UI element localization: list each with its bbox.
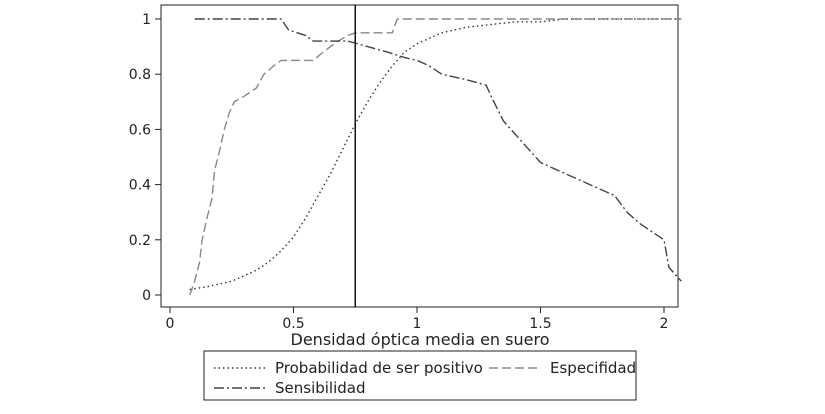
y-tick-label: 1 [142,12,151,28]
x-tick-label: 2 [660,316,669,332]
x-tick-label: 1 [413,316,422,332]
y-tick-label: 0.6 [129,122,151,138]
y-tick-label: 0 [142,288,151,304]
x-axis-title: Densidad óptica media en suero [291,330,550,349]
legend: Probabilidad de ser positivo Especifidad S… [214,359,636,397]
x-tick-label: 0 [166,316,175,332]
y-tick-label: 0.8 [129,67,151,83]
x-axis: 0 0.5 1 1.5 2 [166,307,669,332]
series-line-dotted [189,18,682,291]
series-line-dashed [189,18,682,296]
x-tick-label: 0.5 [282,316,304,332]
x-tick-label: 1.5 [529,316,551,332]
y-axis: 0 0.2 0.4 0.6 0.8 1 [129,12,161,304]
series-line-dashdot [194,18,682,282]
legend-label: Especifidad [550,359,636,377]
plot-area [160,4,679,308]
series-layer [189,18,682,296]
legend-label: Sensibilidad [275,379,366,397]
y-tick-label: 0.4 [129,178,151,194]
y-tick-label: 0.2 [129,233,151,249]
legend-box [203,350,637,401]
legend-label: Probabilidad de ser positivo [275,359,483,377]
